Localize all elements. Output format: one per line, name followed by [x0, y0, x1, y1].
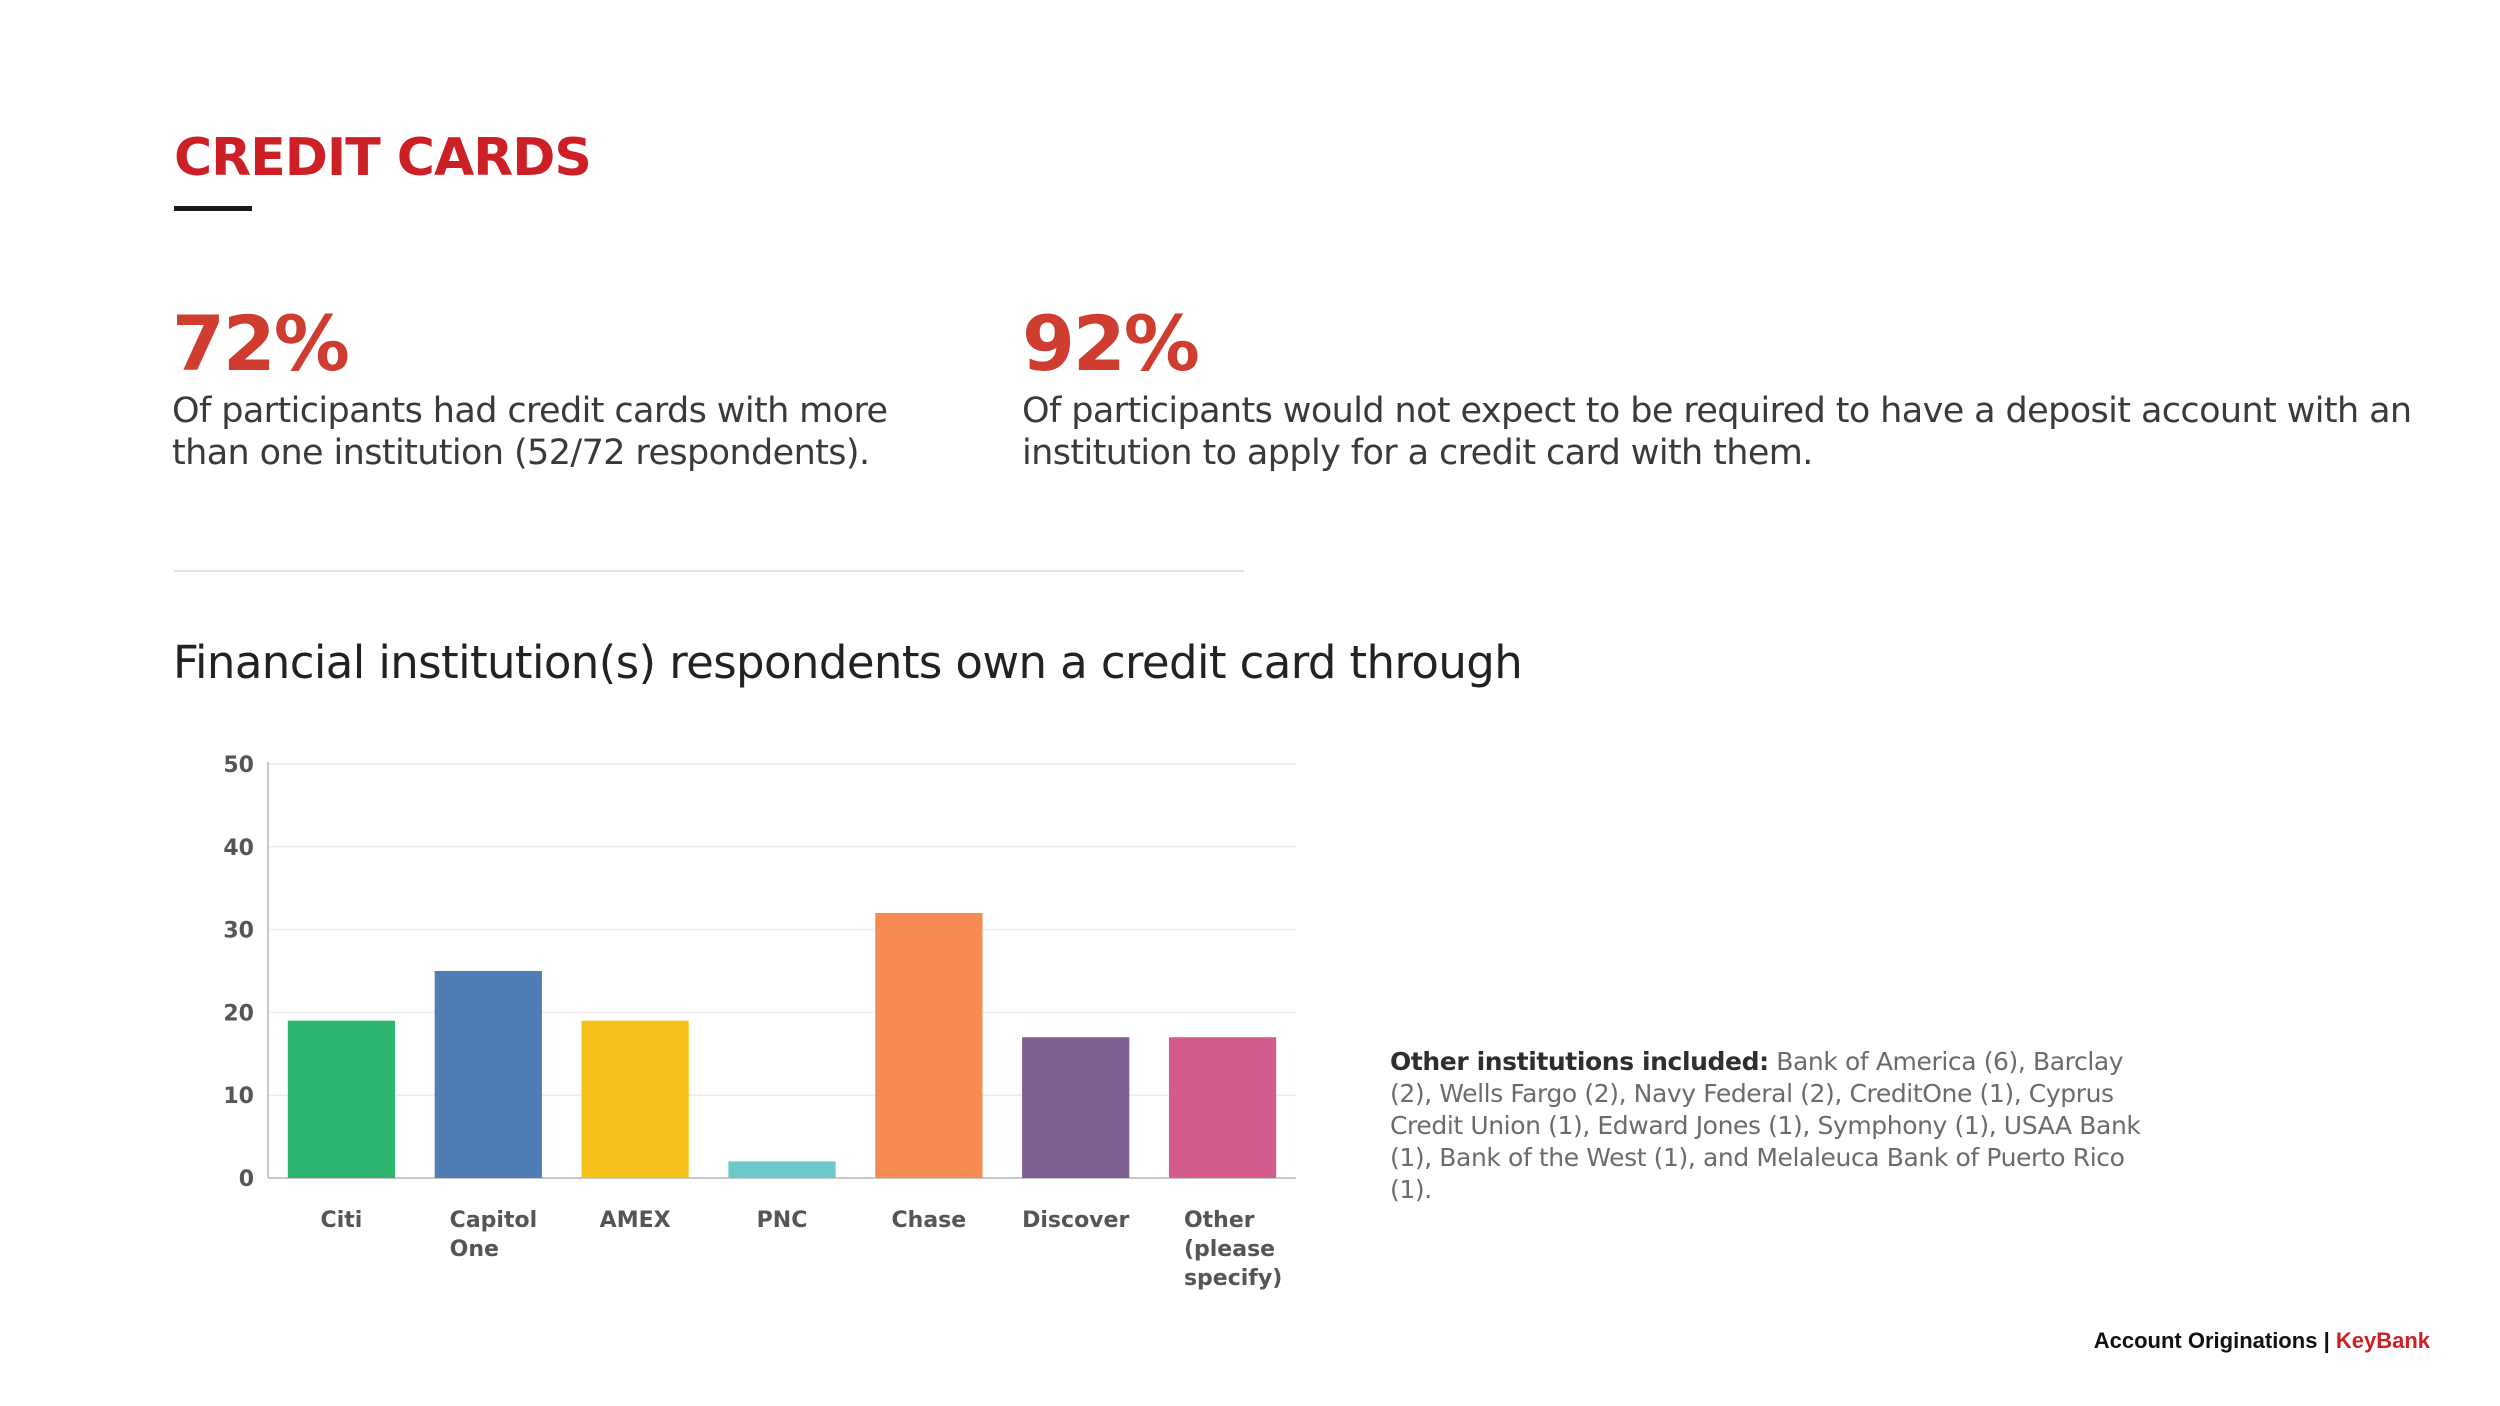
stat-value: 92%	[1022, 299, 1200, 388]
stat-description: Of participants had credit cards with mo…	[172, 391, 888, 473]
y-tick-label: 0	[239, 1167, 254, 1192]
note-label: Other institutions included:	[1390, 1047, 1769, 1076]
y-tick-label: 10	[223, 1084, 254, 1109]
y-tick-label: 20	[223, 1001, 254, 1026]
x-tick-label: specify)	[1184, 1266, 1282, 1291]
bar-amex	[581, 1020, 689, 1178]
page-title: CREDIT CARDS	[174, 128, 592, 188]
y-tick-label: 40	[223, 836, 254, 861]
section-divider	[174, 570, 1244, 572]
stat-value: 72%	[172, 299, 350, 388]
x-tick-label: Citi	[321, 1208, 363, 1233]
bar-other-please-specify	[1168, 1037, 1277, 1178]
x-tick-label: PNC	[757, 1208, 808, 1233]
stat-card-multiple-institutions: 72% Of participants had credit cards wit…	[172, 296, 932, 474]
bar-citi	[287, 1020, 396, 1178]
footer-separator: |	[2323, 1328, 2330, 1353]
bar-capitol-one	[434, 971, 542, 1178]
x-tick-label: Capitol	[450, 1208, 537, 1233]
footer-brand: KeyBank	[2335, 1328, 2430, 1353]
bar-discover	[1022, 1037, 1130, 1178]
y-tick-label: 50	[223, 753, 254, 778]
note-text: Bank of America (6), Barclay (2), Wells …	[1390, 1047, 2141, 1204]
x-tick-label: AMEX	[600, 1208, 671, 1233]
other-institutions-note: Other institutions included: Bank of Ame…	[1390, 1046, 2150, 1206]
x-tick-label: (please	[1184, 1237, 1275, 1262]
x-tick-label: Other	[1184, 1208, 1255, 1233]
title-underline	[174, 206, 252, 211]
footer-label: Account Originations	[2093, 1328, 2318, 1353]
y-tick-label: 30	[223, 919, 254, 944]
chart-heading: Financial institution(s) respondents own…	[173, 636, 1523, 689]
footer: Account Originations | KeyBank	[2094, 1328, 2430, 1354]
x-tick-label: Chase	[892, 1208, 967, 1233]
stat-card-deposit-account: 92% Of participants would not expect to …	[1022, 296, 2422, 474]
bar-pnc	[728, 1161, 836, 1178]
stat-description: Of participants would not expect to be r…	[1022, 391, 2412, 473]
x-tick-label: One	[450, 1237, 499, 1262]
x-tick-label: Discover	[1022, 1208, 1129, 1233]
bar-chase	[875, 913, 983, 1178]
